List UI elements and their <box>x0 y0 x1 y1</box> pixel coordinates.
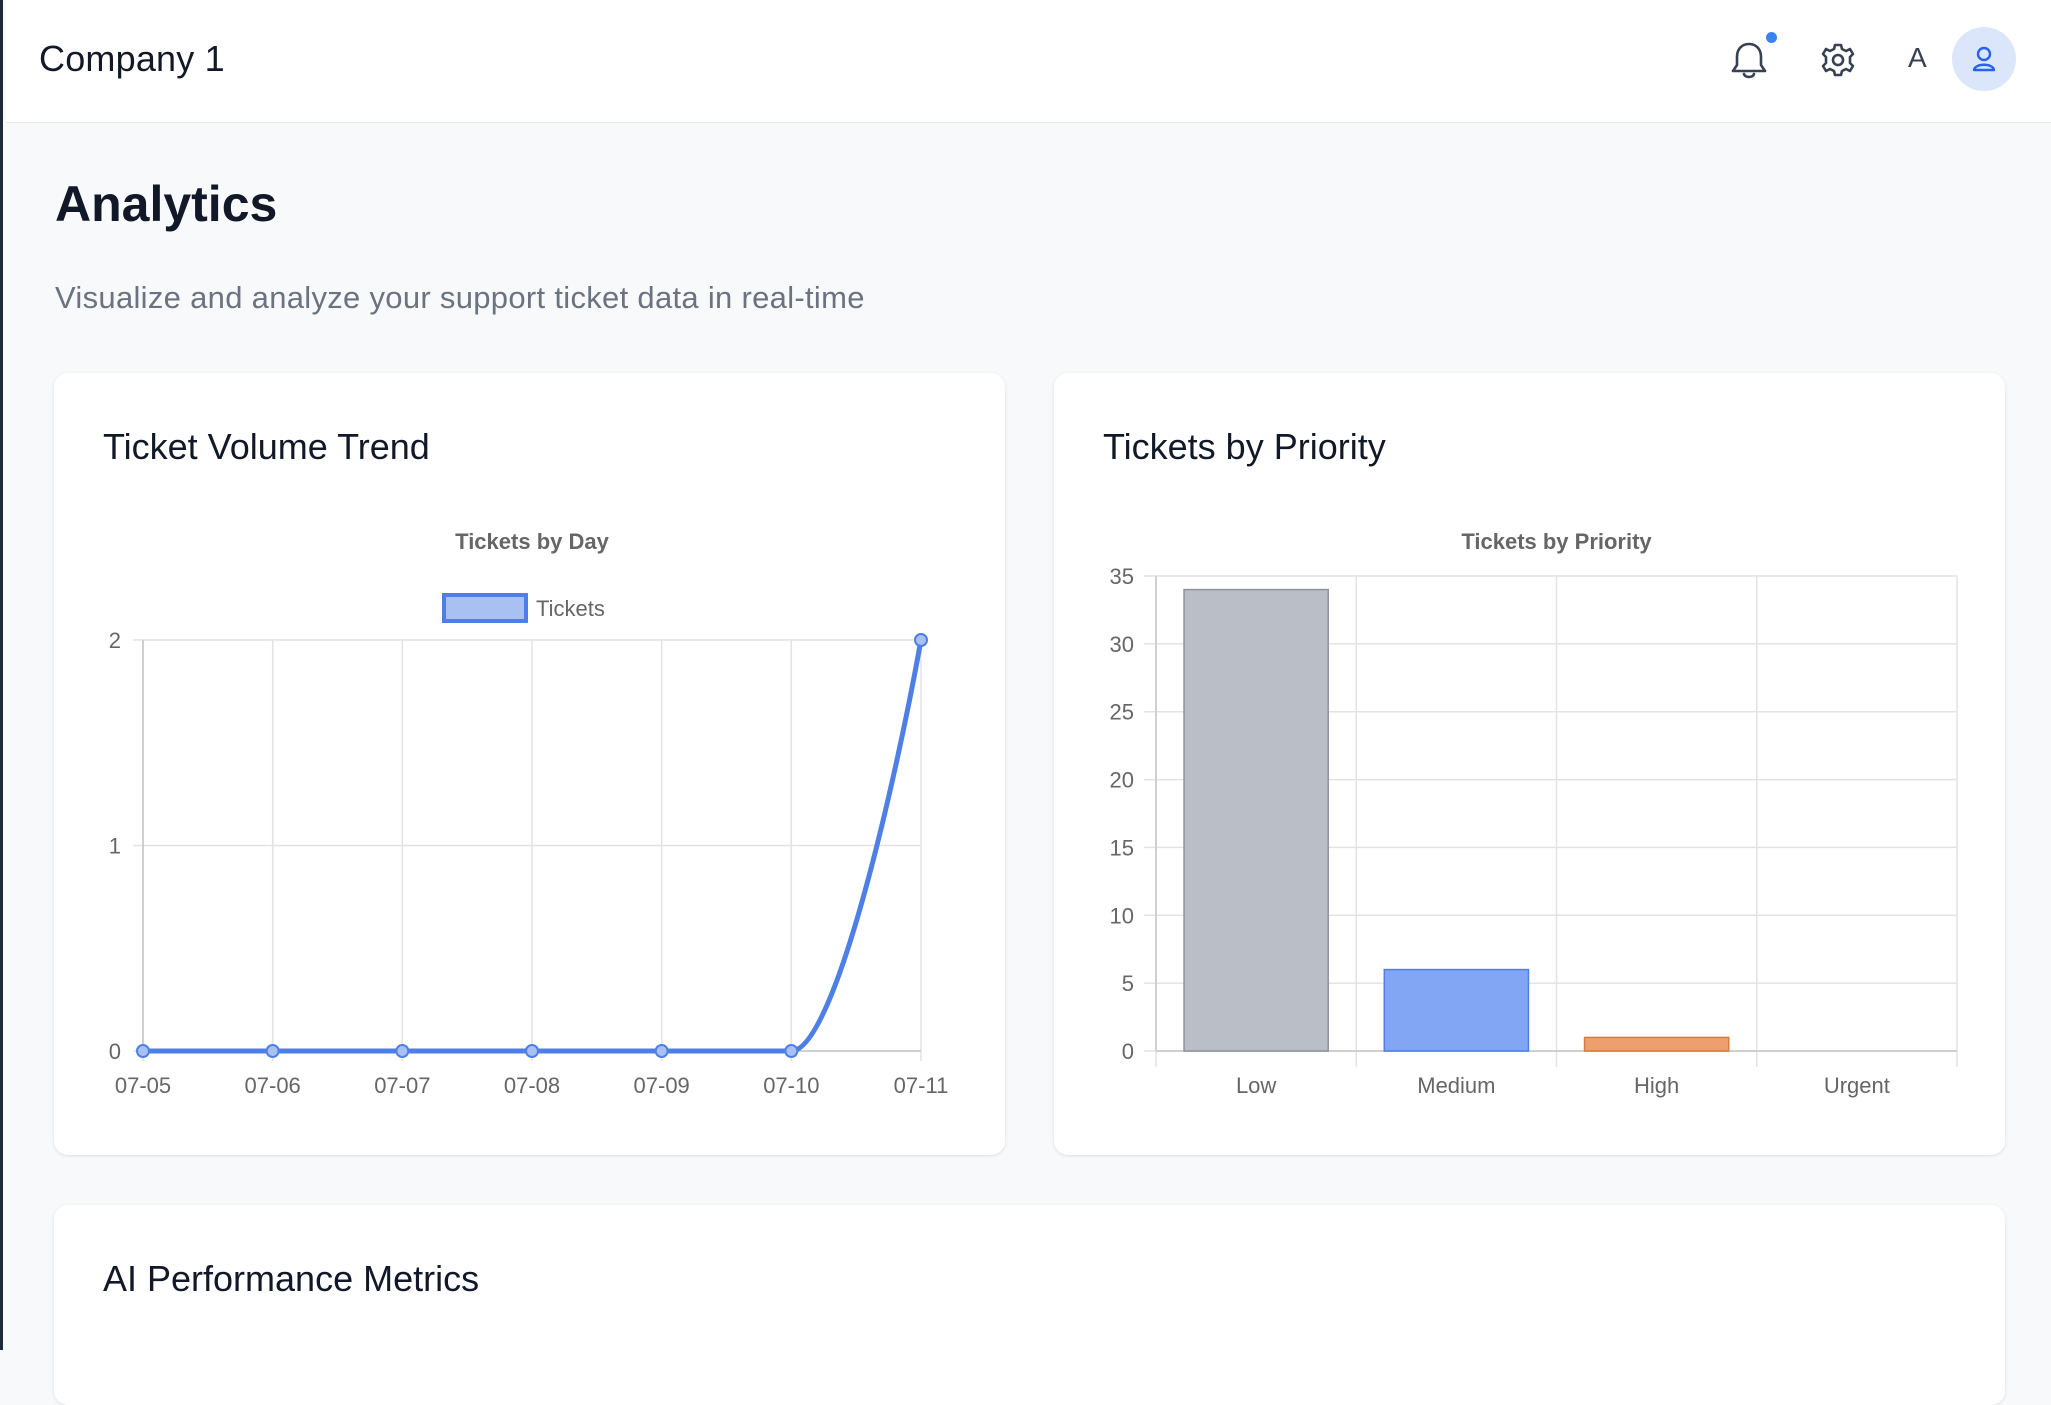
x-tick-label: High <box>1634 1073 1679 1098</box>
x-tick-label: 07-10 <box>763 1073 819 1098</box>
data-point <box>784 1044 799 1058</box>
y-tick-label: 10 <box>1110 903 1134 928</box>
y-tick-label: 2 <box>109 628 121 653</box>
y-tick-label: 0 <box>1122 1039 1134 1064</box>
page-subtitle: Visualize and analyze your support ticke… <box>55 280 865 315</box>
x-tick-label: Urgent <box>1824 1073 1890 1098</box>
series-line-tickets <box>143 639 924 1054</box>
tickets-by-priority-title: Tickets by Priority <box>1103 426 1386 467</box>
x-tick-label: 07-08 <box>504 1073 560 1098</box>
bar-low <box>1183 588 1329 1052</box>
ai-performance-card: AI Performance Metrics <box>54 1205 2005 1405</box>
x-tick-label: Low <box>1236 1073 1276 1098</box>
page-title: Analytics <box>55 176 278 232</box>
chart-title: Tickets by Priority <box>1461 529 1652 554</box>
y-tick-label: 25 <box>1110 700 1134 725</box>
user-icon <box>1972 46 1996 72</box>
data-point <box>395 1044 410 1058</box>
y-tick-label: 0 <box>109 1039 121 1064</box>
bell-icon[interactable] <box>1719 30 1779 90</box>
x-tick-label: 07-11 <box>894 1073 949 1098</box>
ai-performance-title: AI Performance Metrics <box>103 1258 480 1299</box>
bar-medium <box>1383 968 1530 1052</box>
x-tick-label: 07-09 <box>634 1073 690 1098</box>
user-initial[interactable]: A <box>1908 42 1927 73</box>
y-tick-label: 1 <box>109 834 121 859</box>
notification-dot <box>1764 30 1779 45</box>
ticket-volume-card: Ticket Volume Trend Tickets by Day Ticket… <box>54 373 1005 1155</box>
tickets-by-priority-chart: Tickets by Priority 0 5 10 15 20 25 30 35 Low Medi… <box>1110 529 1958 1098</box>
tickets-by-priority-card: Tickets by Priority Tickets by Priority 0… <box>1054 373 2005 1155</box>
data-point <box>136 1044 150 1058</box>
top-bar: Company 1 A <box>6 0 2051 123</box>
y-tick-label: 20 <box>1110 768 1134 793</box>
y-tick-label: 15 <box>1110 835 1134 860</box>
data-point <box>525 1044 539 1058</box>
ticket-volume-title: Ticket Volume Trend <box>103 426 430 467</box>
app-window: Company 1 A Analytics Visualize and anal… <box>0 0 2051 1350</box>
legend-label: Tickets <box>536 596 605 621</box>
legend-swatch <box>442 593 528 623</box>
chart-title: Tickets by Day <box>455 529 609 554</box>
company-name: Company 1 <box>39 38 225 79</box>
x-tick-label: 07-07 <box>374 1073 430 1098</box>
x-tick-label: 07-06 <box>245 1073 301 1098</box>
avatar[interactable] <box>1952 27 2016 91</box>
data-point <box>914 633 928 647</box>
y-tick-label: 30 <box>1110 632 1134 657</box>
y-tick-label: 5 <box>1122 971 1134 996</box>
tickets-by-day-chart: Tickets by Day Tickets 07-05 07-06 07-07 07-0… <box>109 529 949 1098</box>
data-point <box>265 1044 280 1058</box>
x-tick-label: Medium <box>1417 1073 1495 1098</box>
gear-icon[interactable] <box>1808 30 1868 90</box>
bar-high <box>1583 1036 1730 1052</box>
y-tick-label: 35 <box>1110 564 1134 589</box>
x-tick-label: 07-05 <box>115 1073 171 1098</box>
data-point <box>654 1044 669 1058</box>
